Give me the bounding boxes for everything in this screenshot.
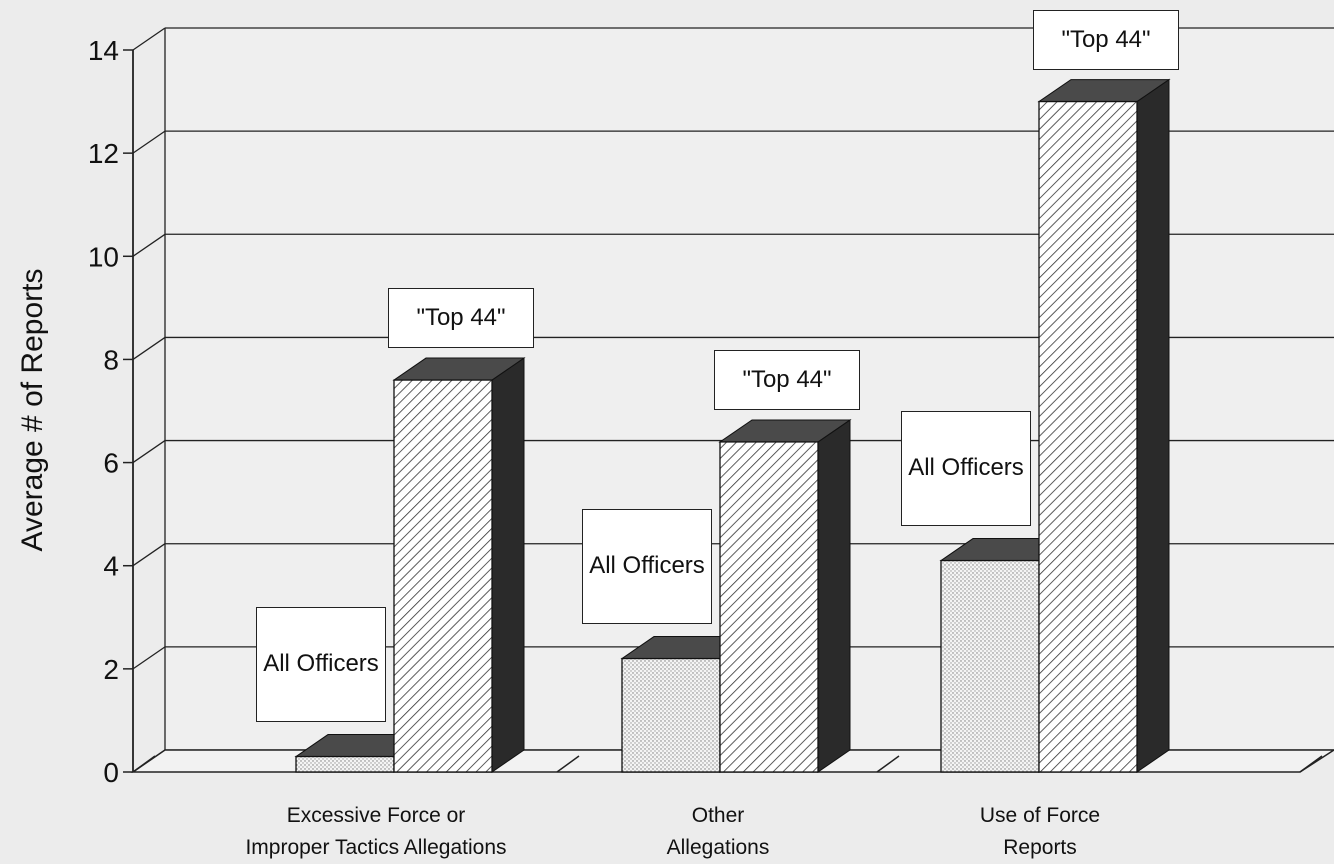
bar-annotation: All Officers: [256, 606, 386, 722]
y-tick-label: 0: [103, 757, 119, 788]
x-tick-label: Improper Tactics Allegations: [245, 836, 506, 859]
bar: [940, 559, 1040, 773]
bar: [1038, 100, 1138, 773]
bar: [719, 441, 819, 773]
bar-side: [491, 357, 525, 773]
x-tick-label: Other: [692, 804, 745, 827]
bar: [295, 755, 395, 773]
grid-line-side: [132, 440, 166, 464]
grid-line-side: [132, 336, 166, 360]
bar: [393, 379, 493, 773]
bar: [621, 657, 721, 773]
x-tick-label: Excessive Force or: [287, 804, 466, 827]
x-tick: [1299, 755, 1323, 773]
bar-annotation: "Top 44": [1033, 9, 1179, 70]
x-tick-label: Use of Force: [980, 804, 1100, 827]
bar-annotation: "Top 44": [714, 349, 860, 410]
y-tick-label: 14: [88, 35, 119, 66]
bar-annotation: "Top 44": [388, 288, 534, 349]
bar-annotation: All Officers: [901, 410, 1031, 526]
bar-side: [817, 418, 851, 773]
grid-line-side: [132, 233, 166, 257]
x-tick: [876, 755, 900, 773]
x-tick-label: Reports: [1003, 836, 1077, 859]
y-tick-label: 10: [88, 241, 119, 272]
grid-line-side: [132, 27, 166, 51]
y-tick-label: 4: [103, 551, 119, 582]
x-tick: [132, 755, 156, 773]
y-tick-label: 2: [103, 654, 119, 685]
y-tick-label: 8: [103, 344, 119, 375]
y-tick-label: 12: [88, 138, 119, 169]
y-tick-label: 6: [103, 448, 119, 479]
grid-line-side: [132, 130, 166, 154]
grid-line-side: [132, 543, 166, 567]
grid-line-side: [132, 646, 166, 670]
x-tick: [556, 755, 580, 773]
y-axis-label: Average # of Reports: [16, 269, 49, 552]
bar-side: [1136, 78, 1170, 773]
bar-annotation: All Officers: [582, 508, 712, 624]
x-tick-label: Allegations: [667, 836, 770, 859]
